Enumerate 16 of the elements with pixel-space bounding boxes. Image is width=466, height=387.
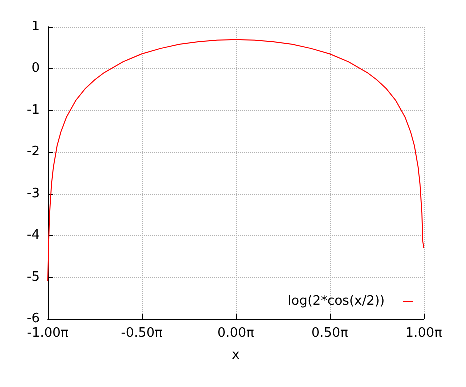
y-tick-label: -4	[27, 228, 40, 244]
y-tick-label: -5	[27, 270, 40, 285]
y-tick-label: -6	[27, 312, 40, 326]
x-tick-label: -1.00π	[27, 326, 69, 341]
x-axis-title: x	[232, 348, 240, 363]
y-tick-label: -1	[27, 102, 40, 118]
y-tick-label: 1	[32, 20, 40, 34]
x-tick-label: -0.50π	[121, 326, 163, 341]
x-tick-label: 0.00π	[218, 326, 255, 341]
legend-label: log(2*cos(x/2))	[288, 294, 385, 309]
x-tick-label: 1.00π	[406, 326, 443, 341]
y-tick-label: -3	[27, 186, 40, 202]
y-tick-label: -2	[27, 144, 40, 160]
line-series	[48, 39, 424, 282]
y-tick-label: 0	[32, 61, 40, 76]
x-tick-label: 0.50π	[312, 326, 349, 341]
